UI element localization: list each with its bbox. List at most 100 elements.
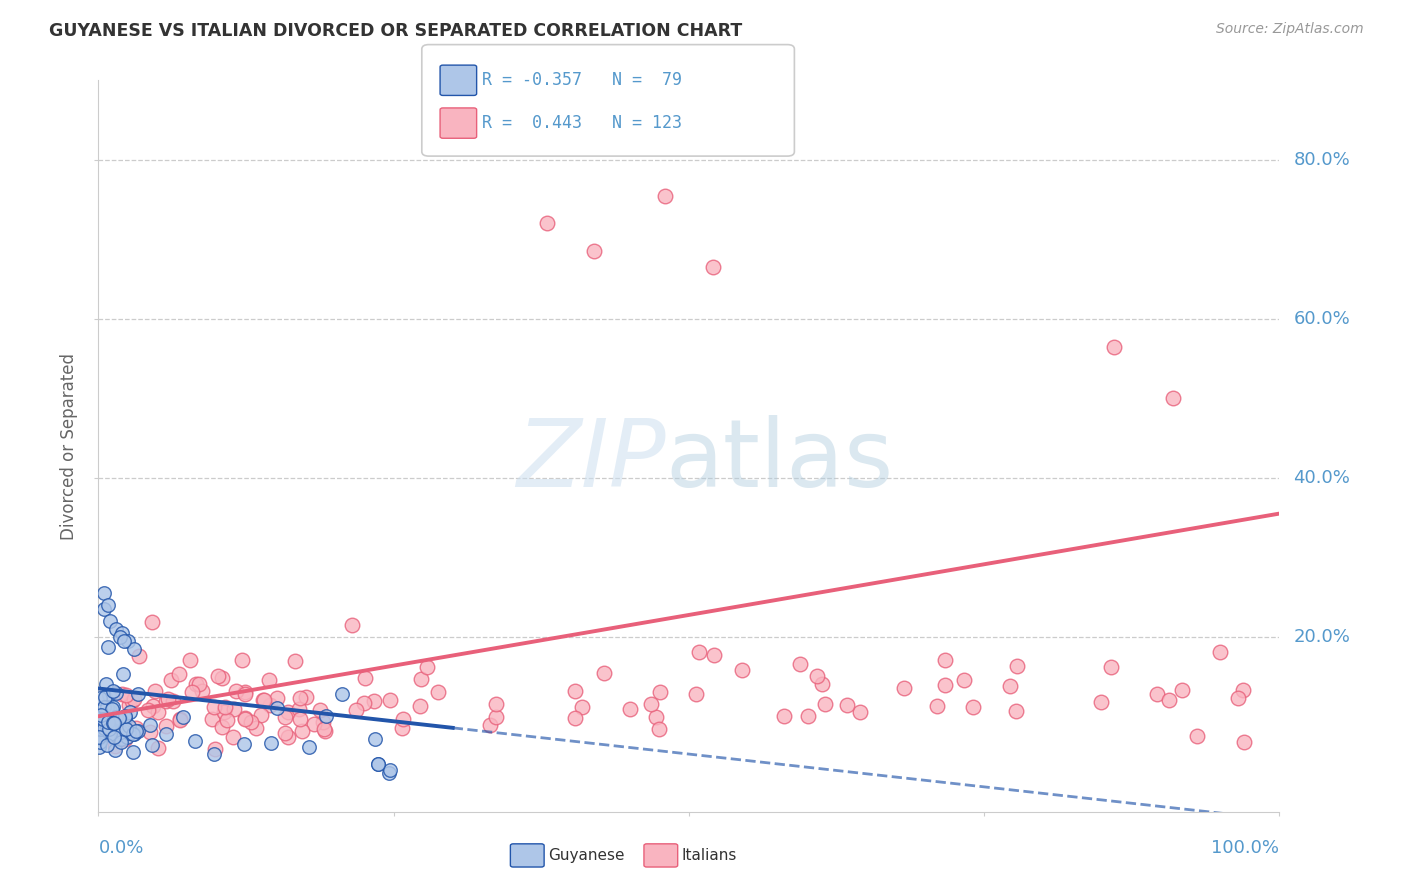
Point (688, 645, 710, 659)
Point (143, 684, 166, 698)
Point (283, 655, 305, 669)
Point (118, 719, 141, 733)
Point (104, 743, 127, 757)
Point (96, 719, 118, 733)
Text: Source: ZipAtlas.com: Source: ZipAtlas.com (1216, 22, 1364, 37)
Point (392, 712, 415, 726)
Point (222, 702, 245, 716)
Point (312, 714, 335, 729)
Point (1232, 682, 1254, 697)
Point (105, 622, 128, 636)
Point (89, 711, 111, 725)
Point (1171, 683, 1194, 698)
Point (89, 731, 111, 745)
Point (97, 598, 120, 612)
Point (315, 708, 337, 723)
Point (89, 735, 111, 749)
Point (703, 648, 725, 662)
Point (233, 685, 256, 699)
Point (96, 699, 118, 714)
Point (426, 685, 449, 699)
Point (201, 712, 224, 726)
Point (114, 711, 136, 725)
Point (122, 727, 145, 741)
Point (96, 739, 118, 753)
Text: GUYANESE VS ITALIAN DIVORCED OR SEPARATED CORRELATION CHART: GUYANESE VS ITALIAN DIVORCED OR SEPARATE… (49, 22, 742, 40)
Point (97, 640, 120, 654)
Point (1005, 659, 1028, 673)
Point (225, 684, 247, 698)
Point (239, 715, 262, 730)
Point (98, 722, 121, 736)
Point (110, 731, 132, 746)
Point (141, 615, 163, 629)
Point (139, 718, 162, 732)
Point (772, 708, 794, 723)
Point (291, 724, 314, 739)
Point (811, 677, 834, 691)
Point (94, 690, 117, 704)
Point (104, 710, 127, 724)
Point (124, 724, 146, 739)
Text: atlas: atlas (665, 415, 894, 507)
Point (115, 688, 138, 702)
Point (98, 704, 121, 718)
Point (925, 699, 948, 714)
Point (231, 653, 253, 667)
Point (117, 633, 139, 648)
Point (654, 188, 676, 202)
Point (101, 731, 124, 745)
Point (96, 718, 118, 732)
Point (141, 738, 163, 752)
Point (121, 727, 143, 741)
Point (118, 726, 141, 740)
Point (274, 710, 297, 724)
Point (211, 671, 233, 685)
Point (835, 698, 858, 713)
Point (583, 244, 606, 259)
Point (934, 653, 956, 667)
Point (187, 677, 209, 691)
Point (308, 703, 330, 717)
Point (184, 733, 207, 747)
Point (277, 731, 299, 745)
Point (155, 719, 177, 733)
Point (953, 673, 976, 687)
Point (571, 700, 593, 714)
Point (96, 676, 118, 690)
Point (314, 723, 336, 738)
Point (202, 747, 225, 762)
Point (1146, 687, 1168, 701)
Point (155, 727, 177, 741)
Point (731, 663, 754, 677)
Point (93, 715, 115, 730)
Point (245, 721, 267, 735)
Point (288, 702, 311, 716)
Point (849, 706, 872, 720)
Point (93, 700, 115, 714)
Point (295, 690, 318, 704)
Point (233, 737, 256, 751)
Point (1090, 695, 1112, 709)
Point (363, 693, 385, 707)
Point (202, 699, 225, 714)
Text: 80.0%: 80.0% (1294, 151, 1350, 169)
Point (90, 707, 112, 722)
Point (118, 698, 141, 712)
Point (1208, 645, 1230, 659)
Point (332, 687, 354, 701)
Point (288, 712, 311, 726)
Point (93, 725, 115, 739)
Point (146, 740, 169, 755)
Point (118, 705, 141, 719)
Point (91, 712, 114, 726)
Point (128, 649, 150, 664)
Point (127, 724, 149, 739)
Point (797, 708, 820, 723)
Point (93, 602, 115, 616)
Point (111, 667, 134, 681)
Point (273, 725, 295, 739)
Point (211, 719, 233, 733)
Point (648, 685, 671, 699)
Point (138, 725, 160, 739)
